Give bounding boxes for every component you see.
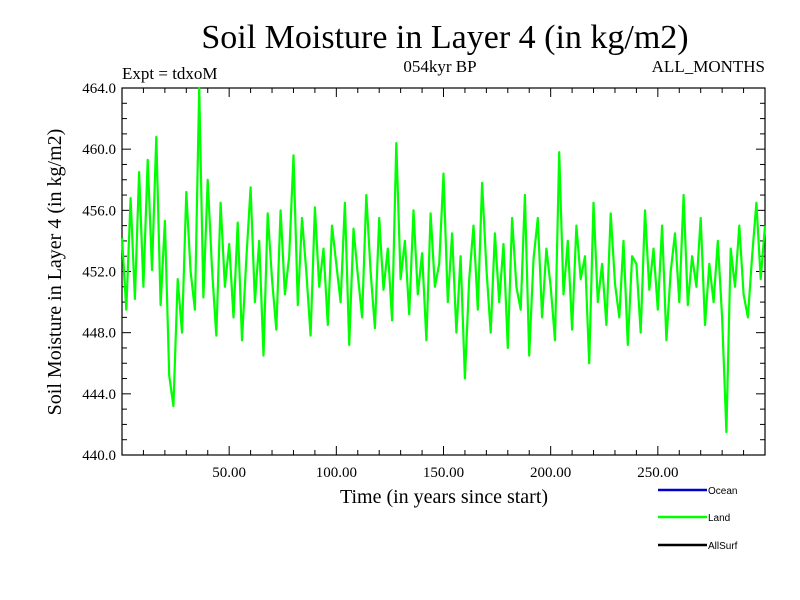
period-label: 054kyr BP (403, 57, 476, 76)
x-tick-label: 100.00 (316, 465, 357, 481)
months-label: ALL_MONTHS (652, 57, 765, 76)
y-tick-label: 464.0 (82, 81, 116, 97)
x-tick-label: 150.00 (423, 465, 464, 481)
x-tick-label: 200.00 (530, 465, 571, 481)
y-tick-label: 448.0 (82, 326, 116, 342)
y-tick-label: 460.0 (82, 142, 116, 158)
y-tick-label: 444.0 (82, 387, 116, 403)
y-tick-label: 456.0 (82, 203, 116, 219)
legend: Ocean Land AllSurf (658, 486, 738, 552)
y-tick-label: 440.0 (82, 448, 116, 464)
experiment-label: Expt = tdxoM (122, 64, 218, 83)
chart-title: Soil Moisture in Layer 4 (in kg/m2) (201, 19, 688, 56)
y-tick-labels: 440.0 444.0 448.0 452.0 456.0 460.0 464.0 (82, 81, 116, 464)
series-line-land (120, 86, 767, 434)
legend-label-land: Land (708, 513, 730, 524)
legend-label-allsurf: AllSurf (708, 541, 738, 552)
y-axis-label: Soil Moisture in Layer 4 (in kg/m2) (44, 129, 66, 416)
legend-label-ocean: Ocean (708, 486, 737, 497)
y-tick-label: 452.0 (82, 265, 116, 281)
x-tick-label: 50.00 (212, 465, 246, 481)
axis-ticks (122, 87, 765, 456)
x-tick-labels: 50.00 100.00 150.00 200.00 250.00 (212, 465, 678, 481)
x-tick-label: 250.00 (637, 465, 678, 481)
x-axis-label: Time (in years since start) (340, 486, 548, 508)
